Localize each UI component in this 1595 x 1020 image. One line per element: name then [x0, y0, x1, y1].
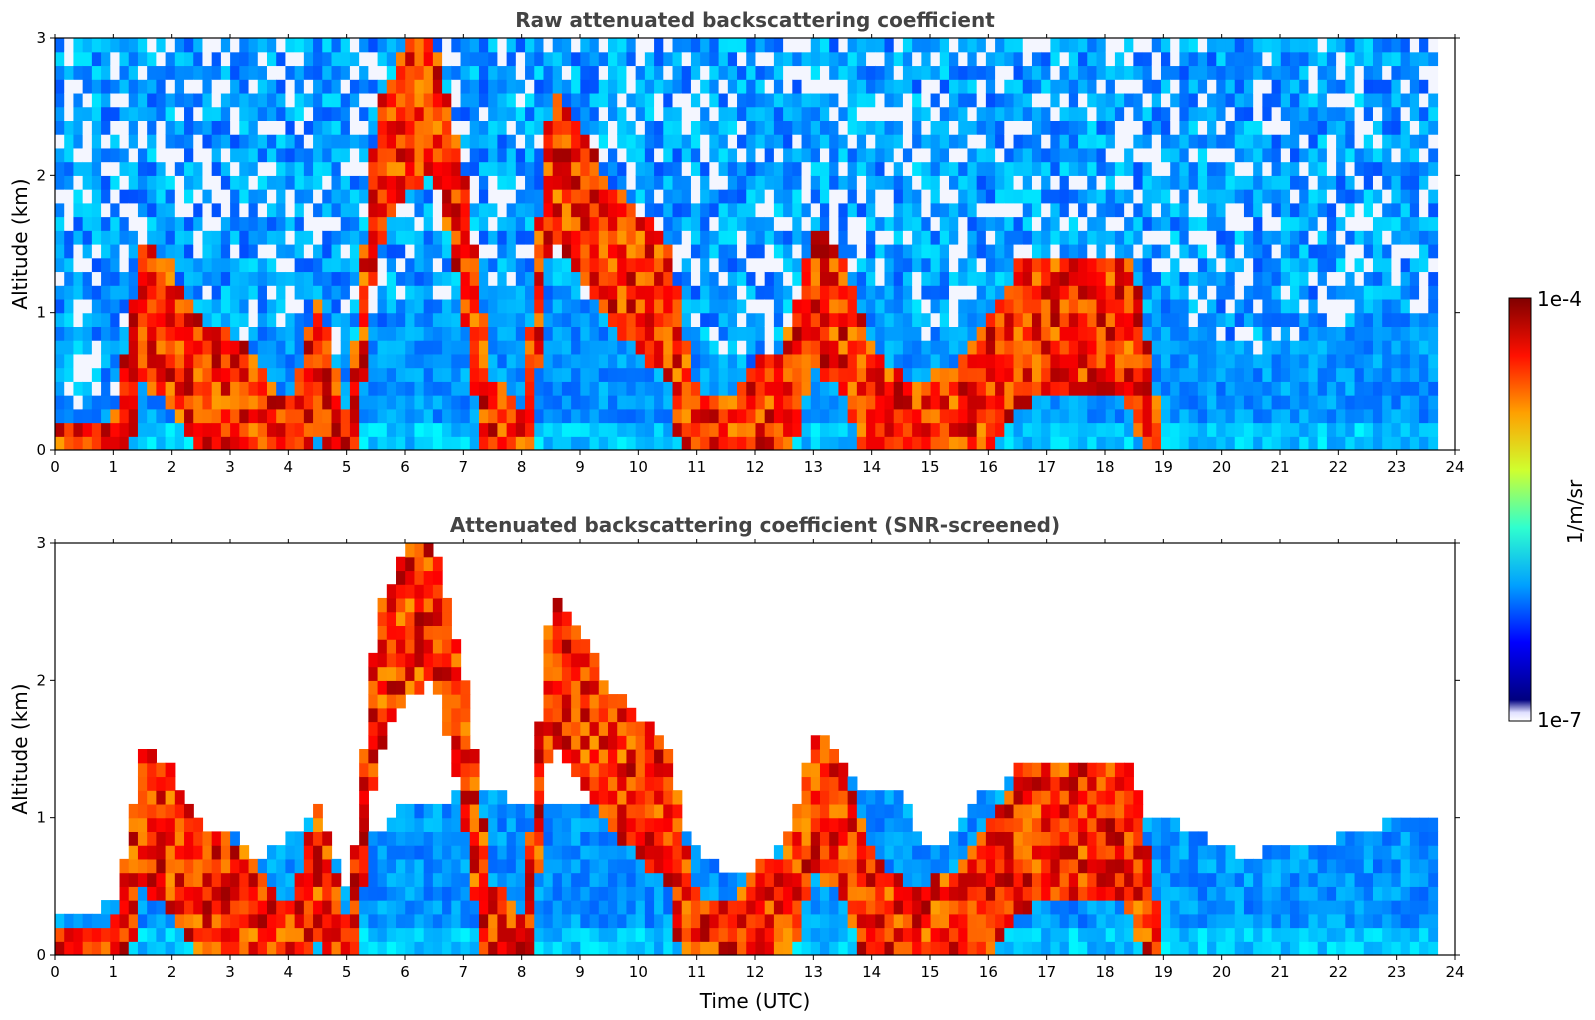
y-tick-label: 0	[36, 441, 46, 459]
x-tick-label: 4	[284, 963, 294, 981]
x-tick-label: 10	[629, 458, 648, 476]
x-tick-label: 5	[342, 963, 352, 981]
x-tick-label: 19	[1154, 963, 1173, 981]
y-axis-label: Altitude (km)	[8, 178, 32, 309]
chart-title: Raw attenuated backscattering coefficien…	[515, 8, 995, 32]
x-tick-label: 4	[284, 458, 294, 476]
x-tick-label: 14	[862, 963, 881, 981]
x-axis: 0 1 2 3 4 5 6 7 8 9 10 11 12 13 14 15 16 17 18 19 20 21 22 23 24	[50, 34, 1465, 476]
x-tick-label: 0	[50, 458, 60, 476]
x-tick-label: 13	[804, 963, 823, 981]
x-tick-label: 12	[745, 458, 764, 476]
x-tick-label: 0	[50, 963, 60, 981]
x-tick-label: 11	[687, 963, 706, 981]
colorbar-gradient	[1508, 297, 1532, 722]
x-tick-label: 13	[804, 458, 823, 476]
chart-title: Attenuated backscattering coefficient (S…	[450, 513, 1060, 537]
y-tick-label: 1	[36, 304, 46, 322]
x-tick-label: 8	[517, 963, 527, 981]
x-tick-label: 22	[1329, 458, 1348, 476]
heatmap	[55, 38, 1439, 450]
x-tick-label: 23	[1387, 963, 1406, 981]
x-tick-label: 19	[1154, 458, 1173, 476]
x-tick-label: 7	[459, 458, 469, 476]
x-tick-label: 2	[167, 963, 177, 981]
x-tick-label: 11	[687, 458, 706, 476]
x-tick-label: 6	[400, 458, 410, 476]
x-tick-label: 9	[575, 963, 585, 981]
y-tick-label: 1	[36, 809, 46, 827]
y-axis: 0 1 2 3	[36, 534, 1460, 964]
x-tick-label: 15	[920, 458, 939, 476]
x-tick-label: 22	[1329, 963, 1348, 981]
x-tick-label: 16	[979, 458, 998, 476]
colorbar-min-label: 1e-7	[1537, 708, 1582, 732]
x-tick-label: 1	[109, 458, 119, 476]
y-tick-label: 2	[36, 671, 46, 689]
x-tick-label: 20	[1212, 458, 1231, 476]
y-tick-label: 3	[36, 534, 46, 552]
y-axis-label: Altitude (km)	[8, 683, 32, 814]
x-tick-label: 24	[1445, 458, 1464, 476]
x-tick-label: 15	[920, 963, 939, 981]
x-tick-label: 20	[1212, 963, 1231, 981]
raw-backscatter-panel: Raw attenuated backscattering coefficien…	[8, 8, 1465, 476]
x-tick-label: 9	[575, 458, 585, 476]
x-tick-label: 3	[225, 458, 235, 476]
x-axis-label: Time (UTC)	[699, 989, 811, 1013]
colorbar-label: 1/m/sr	[1563, 479, 1587, 544]
x-tick-label: 6	[400, 963, 410, 981]
x-tick-label: 5	[342, 458, 352, 476]
colorbar: 1e-4 1e-7 1/m/sr	[1508, 287, 1587, 732]
x-tick-label: 17	[1037, 963, 1056, 981]
heatmap	[55, 543, 1439, 955]
x-tick-label: 1	[109, 963, 119, 981]
x-tick-label: 18	[1095, 458, 1114, 476]
snr-screened-panel: Attenuated backscattering coefficient (S…	[8, 513, 1465, 1013]
x-axis: 0 1 2 3 4 5 6 7 8 9 10 11 12 13 14 15 16 17 18 19 20 21 22 23 24	[50, 539, 1465, 981]
x-tick-label: 10	[629, 963, 648, 981]
x-tick-label: 7	[459, 963, 469, 981]
x-tick-label: 17	[1037, 458, 1056, 476]
x-tick-label: 14	[862, 458, 881, 476]
x-tick-label: 21	[1270, 458, 1289, 476]
y-tick-label: 2	[36, 166, 46, 184]
x-tick-label: 23	[1387, 458, 1406, 476]
x-tick-label: 8	[517, 458, 527, 476]
x-tick-label: 12	[745, 963, 764, 981]
x-tick-label: 21	[1270, 963, 1289, 981]
y-tick-label: 0	[36, 946, 46, 964]
x-tick-label: 18	[1095, 963, 1114, 981]
x-tick-label: 16	[979, 963, 998, 981]
x-tick-label: 3	[225, 963, 235, 981]
colorbar-max-label: 1e-4	[1537, 287, 1582, 311]
x-tick-label: 2	[167, 458, 177, 476]
y-tick-label: 3	[36, 29, 46, 47]
y-axis: 0 1 2 3	[36, 29, 1460, 459]
x-tick-label: 24	[1445, 963, 1464, 981]
